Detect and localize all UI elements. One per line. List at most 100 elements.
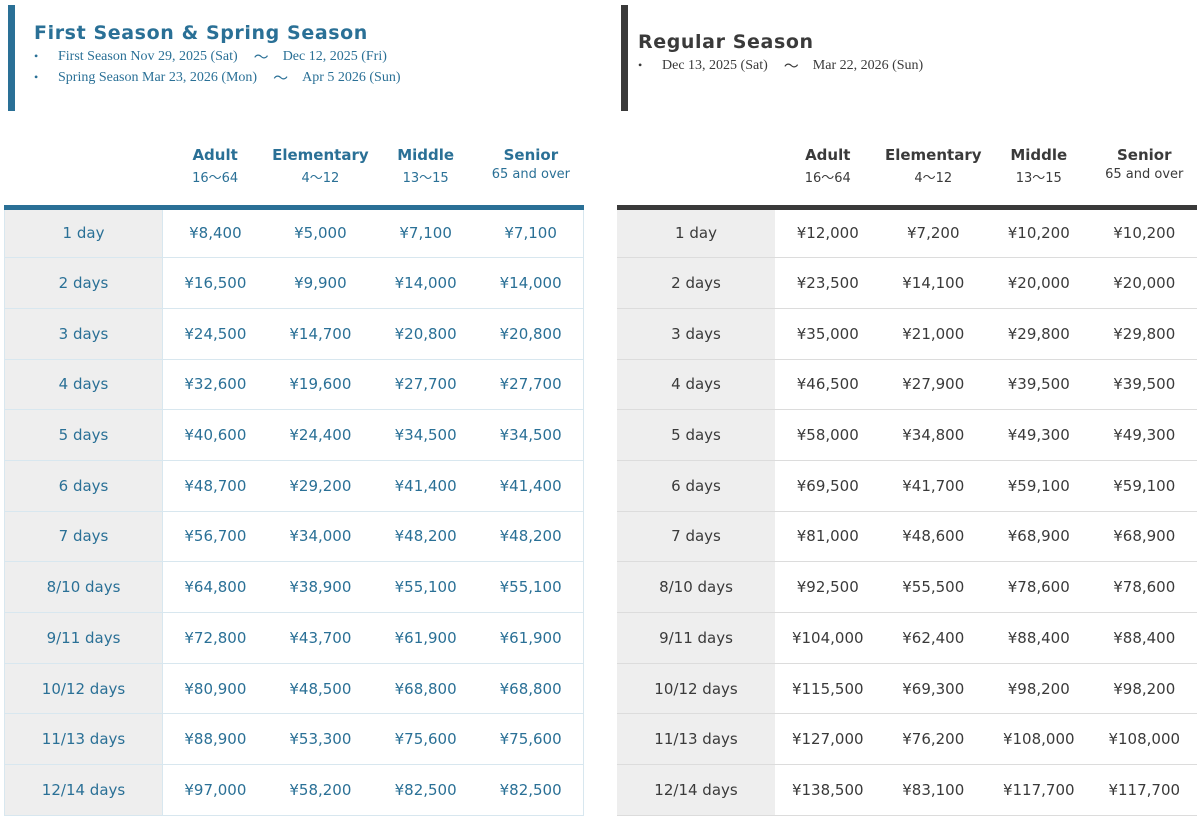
- duration-label: 3 days: [4, 308, 163, 360]
- price-senior: ¥68,800: [478, 663, 585, 715]
- price-middle: ¥34,500: [373, 409, 479, 461]
- price-senior: ¥82,500: [478, 764, 585, 816]
- price-senior: ¥14,000: [478, 257, 585, 309]
- price-elementary: ¥76,200: [880, 713, 986, 766]
- header-blank: [617, 141, 775, 207]
- price-adult: ¥35,000: [775, 308, 881, 360]
- table-row: 1 day ¥12,000 ¥7,200 ¥10,200 ¥10,200: [617, 204, 1197, 259]
- price-middle: ¥68,900: [986, 511, 1092, 563]
- price-middle: ¥75,600: [373, 713, 479, 766]
- duration-label: 2 days: [4, 257, 163, 309]
- table-row: 11/13 days ¥88,900 ¥53,300 ¥75,600 ¥75,600: [4, 713, 585, 766]
- price-adult: ¥92,500: [775, 561, 881, 613]
- price-senior: ¥68,900: [1091, 511, 1197, 563]
- period-end: Dec 12, 2025 (Fri): [282, 48, 387, 64]
- range-separator: ～: [273, 71, 289, 87]
- price-middle: ¥49,300: [986, 409, 1092, 461]
- price-elementary: ¥43,700: [267, 612, 373, 664]
- price-senior: ¥20,000: [1091, 257, 1197, 309]
- table-row: 5 days ¥58,000 ¥34,800 ¥49,300 ¥49,300: [617, 409, 1197, 461]
- period-start: First Season Nov 29, 2025 (Sat): [58, 48, 238, 64]
- duration-label: 9/11 days: [4, 612, 163, 664]
- header-senior: Senior 65 and over: [491, 146, 570, 182]
- duration-label: 6 days: [617, 460, 775, 512]
- price-senior: ¥39,500: [1091, 359, 1197, 411]
- price-middle: ¥10,200: [986, 204, 1092, 259]
- table-row: 6 days ¥48,700 ¥29,200 ¥41,400 ¥41,400: [4, 460, 585, 512]
- price-senior: ¥29,800: [1091, 308, 1197, 360]
- price-elementary: ¥19,600: [267, 359, 373, 411]
- bullet-icon: •: [34, 49, 39, 63]
- first-spring-season-header: First Season & Spring Season • First Sea…: [8, 5, 458, 111]
- duration-label: 5 days: [4, 409, 163, 461]
- range-separator: ～: [783, 59, 799, 75]
- price-senior: ¥108,000: [1091, 713, 1197, 766]
- price-adult: ¥24,500: [161, 308, 268, 360]
- price-middle: ¥27,700: [373, 359, 479, 411]
- table-row: 9/11 days ¥104,000 ¥62,400 ¥88,400 ¥88,400: [617, 612, 1197, 664]
- first-spring-price-table: Adult 16～64 Elementary 4～12 Middle 13～15 Se…: [4, 141, 585, 816]
- price-middle: ¥108,000: [986, 713, 1092, 766]
- duration-label: 11/13 days: [617, 713, 775, 766]
- price-senior: ¥117,700: [1091, 764, 1197, 816]
- price-middle: ¥20,800: [373, 308, 479, 360]
- bullet-icon: •: [638, 58, 643, 72]
- duration-label: 1 day: [617, 204, 775, 259]
- duration-label: 4 days: [4, 359, 163, 411]
- price-middle: ¥41,400: [373, 460, 479, 512]
- period-item: • Dec 13, 2025 (Sat) ～ Mar 22, 2026 (Sun…: [638, 55, 1021, 76]
- duration-label: 2 days: [617, 257, 775, 309]
- period-start: Dec 13, 2025 (Sat): [662, 57, 768, 73]
- regular-season-title: Regular Season: [638, 31, 814, 53]
- price-senior: ¥75,600: [478, 713, 585, 766]
- price-adult: ¥138,500: [775, 764, 881, 816]
- price-adult: ¥23,500: [775, 257, 881, 309]
- price-adult: ¥40,600: [161, 409, 268, 461]
- duration-label: 6 days: [4, 460, 163, 512]
- bullet-icon: •: [34, 70, 39, 84]
- regular-season-header: Regular Season • Dec 13, 2025 (Sat) ～ Ma…: [621, 5, 1021, 111]
- price-adult: ¥56,700: [161, 511, 268, 563]
- price-senior: ¥27,700: [478, 359, 585, 411]
- header-adult: Adult 16～64: [192, 146, 239, 186]
- price-senior: ¥88,400: [1091, 612, 1197, 664]
- price-senior: ¥34,500: [478, 409, 585, 461]
- table-row: 6 days ¥69,500 ¥41,700 ¥59,100 ¥59,100: [617, 460, 1197, 512]
- price-adult: ¥69,500: [775, 460, 881, 512]
- price-adult: ¥97,000: [161, 764, 268, 816]
- price-middle: ¥7,100: [373, 204, 479, 259]
- price-adult: ¥58,000: [775, 409, 881, 461]
- table-row: 12/14 days ¥138,500 ¥83,100 ¥117,700 ¥117,70…: [617, 764, 1197, 816]
- range-separator: ～: [253, 50, 269, 66]
- price-senior: ¥98,200: [1091, 663, 1197, 715]
- duration-label: 12/14 days: [4, 764, 163, 816]
- duration-label: 12/14 days: [617, 764, 775, 816]
- period-start: Spring Season Mar 23, 2026 (Mon): [58, 69, 258, 85]
- price-adult: ¥48,700: [161, 460, 268, 512]
- price-middle: ¥78,600: [986, 561, 1092, 613]
- table-row: 1 day ¥8,400 ¥5,000 ¥7,100 ¥7,100: [4, 204, 585, 259]
- price-middle: ¥20,000: [986, 257, 1092, 309]
- table-row: 11/13 days ¥127,000 ¥76,200 ¥108,000 ¥108,00…: [617, 713, 1197, 766]
- price-elementary: ¥55,500: [880, 561, 986, 613]
- price-adult: ¥8,400: [161, 204, 268, 259]
- table-row: 8/10 days ¥64,800 ¥38,900 ¥55,100 ¥55,100: [4, 561, 585, 613]
- duration-label: 11/13 days: [4, 713, 163, 766]
- price-middle: ¥61,900: [373, 612, 479, 664]
- price-senior: ¥41,400: [478, 460, 585, 512]
- price-middle: ¥59,100: [986, 460, 1092, 512]
- header-middle: Middle 13～15: [1010, 146, 1068, 186]
- period-item: • First Season Nov 29, 2025 (Sat) ～ Dec …: [34, 46, 458, 67]
- price-elementary: ¥27,900: [880, 359, 986, 411]
- price-senior: ¥61,900: [478, 612, 585, 664]
- table-row: 7 days ¥56,700 ¥34,000 ¥48,200 ¥48,200: [4, 511, 585, 563]
- table-row: 8/10 days ¥92,500 ¥55,500 ¥78,600 ¥78,600: [617, 561, 1197, 613]
- price-senior: ¥55,100: [478, 561, 585, 613]
- price-elementary: ¥38,900: [267, 561, 373, 613]
- price-adult: ¥88,900: [161, 713, 268, 766]
- header-middle: Middle 13～15: [397, 146, 455, 186]
- table-row: 9/11 days ¥72,800 ¥43,700 ¥61,900 ¥61,900: [4, 612, 585, 664]
- price-middle: ¥98,200: [986, 663, 1092, 715]
- price-elementary: ¥5,000: [267, 204, 373, 259]
- table-row: 2 days ¥16,500 ¥9,900 ¥14,000 ¥14,000: [4, 257, 585, 309]
